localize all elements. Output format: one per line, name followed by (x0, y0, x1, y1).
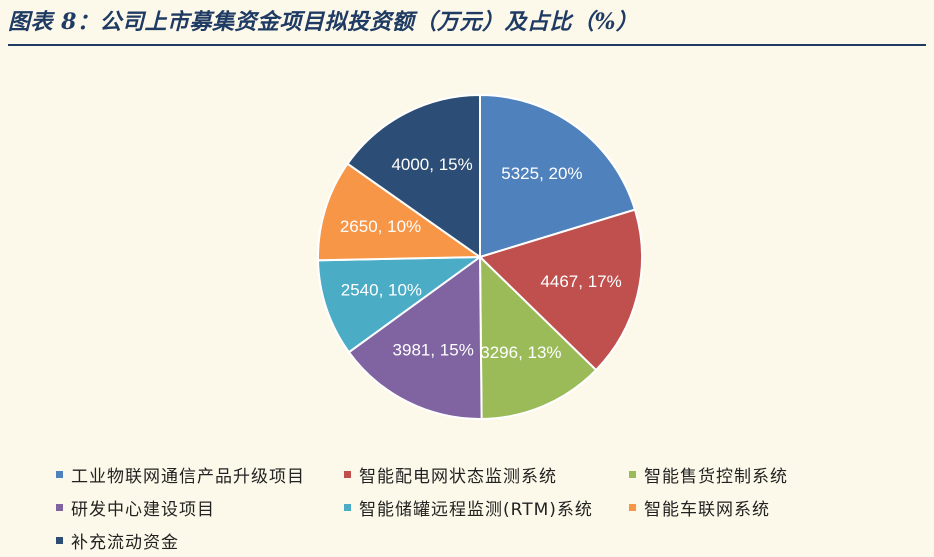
legend-label: 智能配电网状态监测系统 (359, 467, 557, 487)
pie-chart: 5325, 20% 4467, 17% 3296, 13% 3981, 15% 2540… (317, 93, 643, 421)
legend-label: 智能车联网系统 (644, 500, 770, 520)
legend: 工业物联网通信产品升级项目 智能配电网状态监测系统 智能售货控制系统 研发中心建… (56, 458, 916, 557)
legend-row: 工业物联网通信产品升级项目 智能配电网状态监测系统 智能售货控制系统 (56, 458, 916, 491)
legend-swatch (56, 504, 63, 511)
pie-slice (478, 208, 643, 372)
legend-row: 补充流动资金 (56, 524, 916, 557)
legend-label: 智能售货控制系统 (644, 467, 788, 487)
legend-label: 补充流动资金 (71, 533, 179, 553)
legend-row: 研发中心建设项目 智能储罐远程监测(RTM)系统 智能车联网系统 (56, 491, 916, 524)
pie-slice (479, 93, 637, 259)
legend-swatch (56, 537, 63, 544)
legend-item: 研发中心建设项目 (56, 495, 344, 520)
chart-title: 图表 8：公司上市募集资金项目拟投资额（万元）及占比（%） (8, 9, 639, 35)
slice-label: 5325, 20% (501, 164, 582, 183)
pie-slice (347, 255, 483, 420)
pie-slice (346, 93, 481, 259)
slice-label: 4467, 17% (540, 272, 621, 291)
legend-label: 智能储罐远程监测(RTM)系统 (359, 500, 593, 520)
legend-swatch (56, 471, 63, 478)
legend-swatch (629, 471, 636, 478)
legend-item: 补充流动资金 (56, 528, 344, 553)
slice-label: 2650, 10% (340, 217, 421, 236)
legend-swatch (344, 504, 351, 511)
legend-swatch (629, 504, 636, 511)
title-rule (8, 44, 926, 46)
legend-item: 智能售货控制系统 (629, 462, 909, 487)
pie-slice (317, 162, 484, 262)
legend-item: 智能储罐远程监测(RTM)系统 (344, 495, 629, 520)
legend-item: 工业物联网通信产品升级项目 (56, 462, 344, 487)
slice-label: 2540, 10% (341, 281, 422, 300)
pie-slice (478, 254, 598, 421)
legend-label: 工业物联网通信产品升级项目 (71, 467, 305, 487)
slice-label: 3296, 13% (480, 343, 561, 362)
slice-label: 3981, 15% (393, 340, 474, 359)
legend-label: 研发中心建设项目 (71, 500, 215, 520)
pie-slice (317, 255, 484, 354)
legend-item: 智能配电网状态监测系统 (344, 462, 629, 487)
legend-swatch (344, 471, 351, 478)
legend-item: 智能车联网系统 (629, 495, 909, 520)
slice-label: 4000, 15% (391, 155, 472, 174)
